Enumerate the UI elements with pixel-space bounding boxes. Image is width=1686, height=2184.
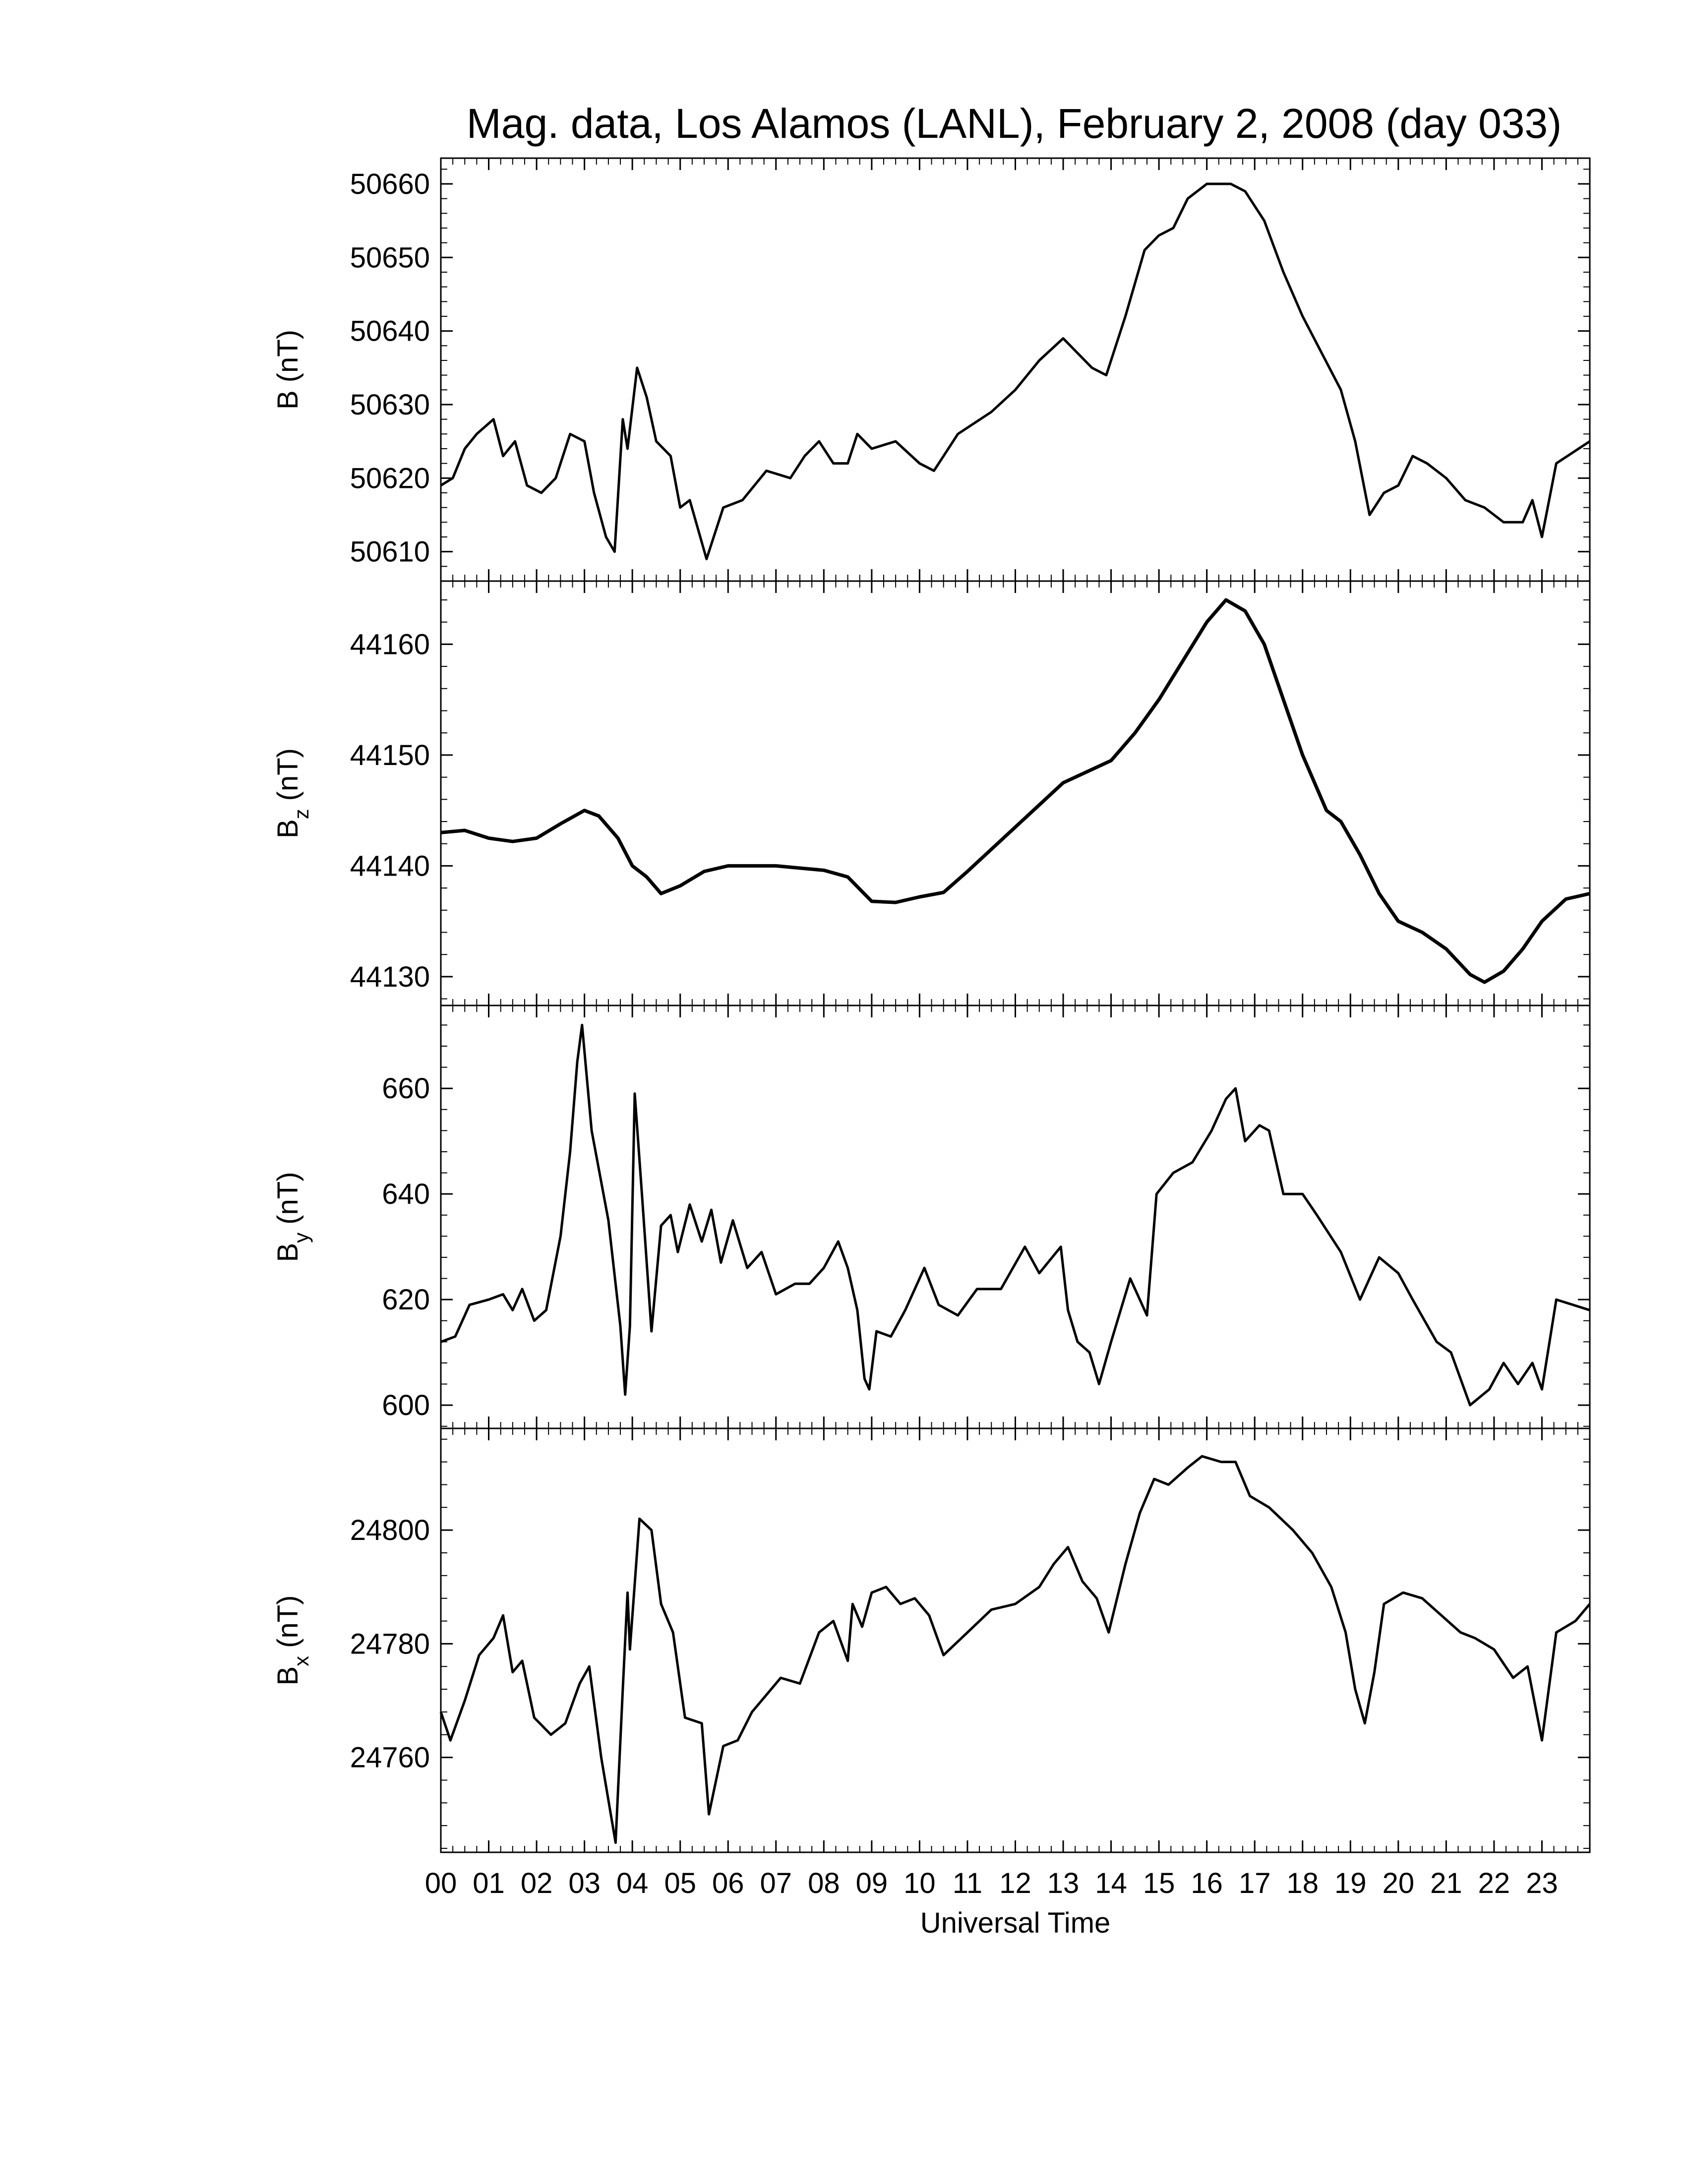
x-tick-label: 01	[473, 1867, 505, 1899]
y-tick-label: 24800	[350, 1514, 430, 1546]
y-label-unit: (nT)	[272, 330, 304, 382]
data-line	[440, 182, 1591, 560]
chart-title: Mag. data, Los Alamos (LANL), February 2…	[467, 100, 1562, 147]
x-tick-label: 05	[664, 1867, 696, 1899]
x-tick-label: 13	[1047, 1867, 1080, 1899]
x-tick-label: 00	[425, 1867, 457, 1899]
y-tick-label: 50630	[350, 389, 430, 421]
plot-frame	[440, 580, 1591, 1006]
y-tick-label: 640	[382, 1178, 430, 1210]
y-tick-label: 50610	[350, 536, 430, 568]
y-tick-label: 50640	[350, 315, 430, 348]
x-tick-label: 08	[808, 1867, 840, 1899]
y-tick-label: 600	[382, 1389, 430, 1421]
x-tick-label: 07	[760, 1867, 792, 1899]
x-tick-label: 06	[712, 1867, 744, 1899]
x-tick-label: 14	[1095, 1867, 1127, 1899]
y-axis-label: Bz (nT)	[272, 748, 313, 838]
x-tick-label: 11	[953, 1867, 982, 1899]
y-tick-label: 44130	[350, 961, 430, 993]
plot-frame	[440, 1427, 1591, 1853]
y-tick-label: 44150	[350, 739, 430, 771]
y-axis-label: Bx (nT)	[272, 1595, 313, 1685]
data-line	[439, 1455, 1591, 1844]
y-axis-label: By (nT)	[272, 1172, 313, 1262]
x-tick-label: 16	[1191, 1867, 1223, 1899]
y-tick-label: 660	[382, 1072, 430, 1105]
x-tick-label: 19	[1334, 1867, 1367, 1899]
x-tick-label: 20	[1383, 1867, 1415, 1899]
plot-frame	[440, 1004, 1591, 1429]
x-tick-label: 12	[999, 1867, 1031, 1899]
x-tick-label: 09	[856, 1867, 888, 1899]
y-tick-label: 50650	[350, 241, 430, 274]
x-tick-label: 03	[568, 1867, 601, 1899]
y-label-subscript: z	[290, 809, 313, 819]
x-tick-label: 22	[1478, 1867, 1510, 1899]
data-line	[440, 1023, 1590, 1407]
data-line	[440, 598, 1590, 984]
x-tick-label: 15	[1143, 1867, 1175, 1899]
y-axis-label: B (nT)	[272, 330, 304, 410]
x-tick-label: 02	[521, 1867, 553, 1899]
x-tick-label: 18	[1286, 1867, 1319, 1899]
y-label-symbol: B	[272, 819, 304, 838]
x-axis-label: Universal Time	[920, 1907, 1111, 1939]
y-label-subscript: x	[290, 1656, 313, 1666]
y-tick-label: 24780	[350, 1628, 430, 1660]
y-label-unit: (nT)	[272, 1172, 304, 1224]
y-tick-label: 44140	[350, 850, 430, 882]
x-tick-label: 04	[616, 1867, 649, 1899]
y-label-unit: (nT)	[272, 748, 304, 801]
y-tick-label: 620	[382, 1284, 430, 1316]
x-tick-label: 17	[1239, 1867, 1271, 1899]
x-tick-label: 10	[903, 1867, 936, 1899]
y-tick-label: 24760	[350, 1742, 430, 1774]
y-tick-label: 50660	[350, 168, 430, 200]
x-tick-label: 23	[1526, 1867, 1558, 1899]
y-label-symbol: B	[272, 1666, 304, 1686]
y-label-symbol: B	[272, 1243, 304, 1262]
plot-frame	[440, 157, 1591, 582]
y-tick-label: 50620	[350, 462, 430, 494]
y-label-symbol: B	[272, 390, 304, 410]
y-label-unit: (nT)	[272, 1595, 304, 1648]
x-tick-label: 21	[1430, 1867, 1462, 1899]
y-label-subscript: y	[290, 1233, 313, 1243]
y-tick-label: 44160	[350, 628, 430, 660]
